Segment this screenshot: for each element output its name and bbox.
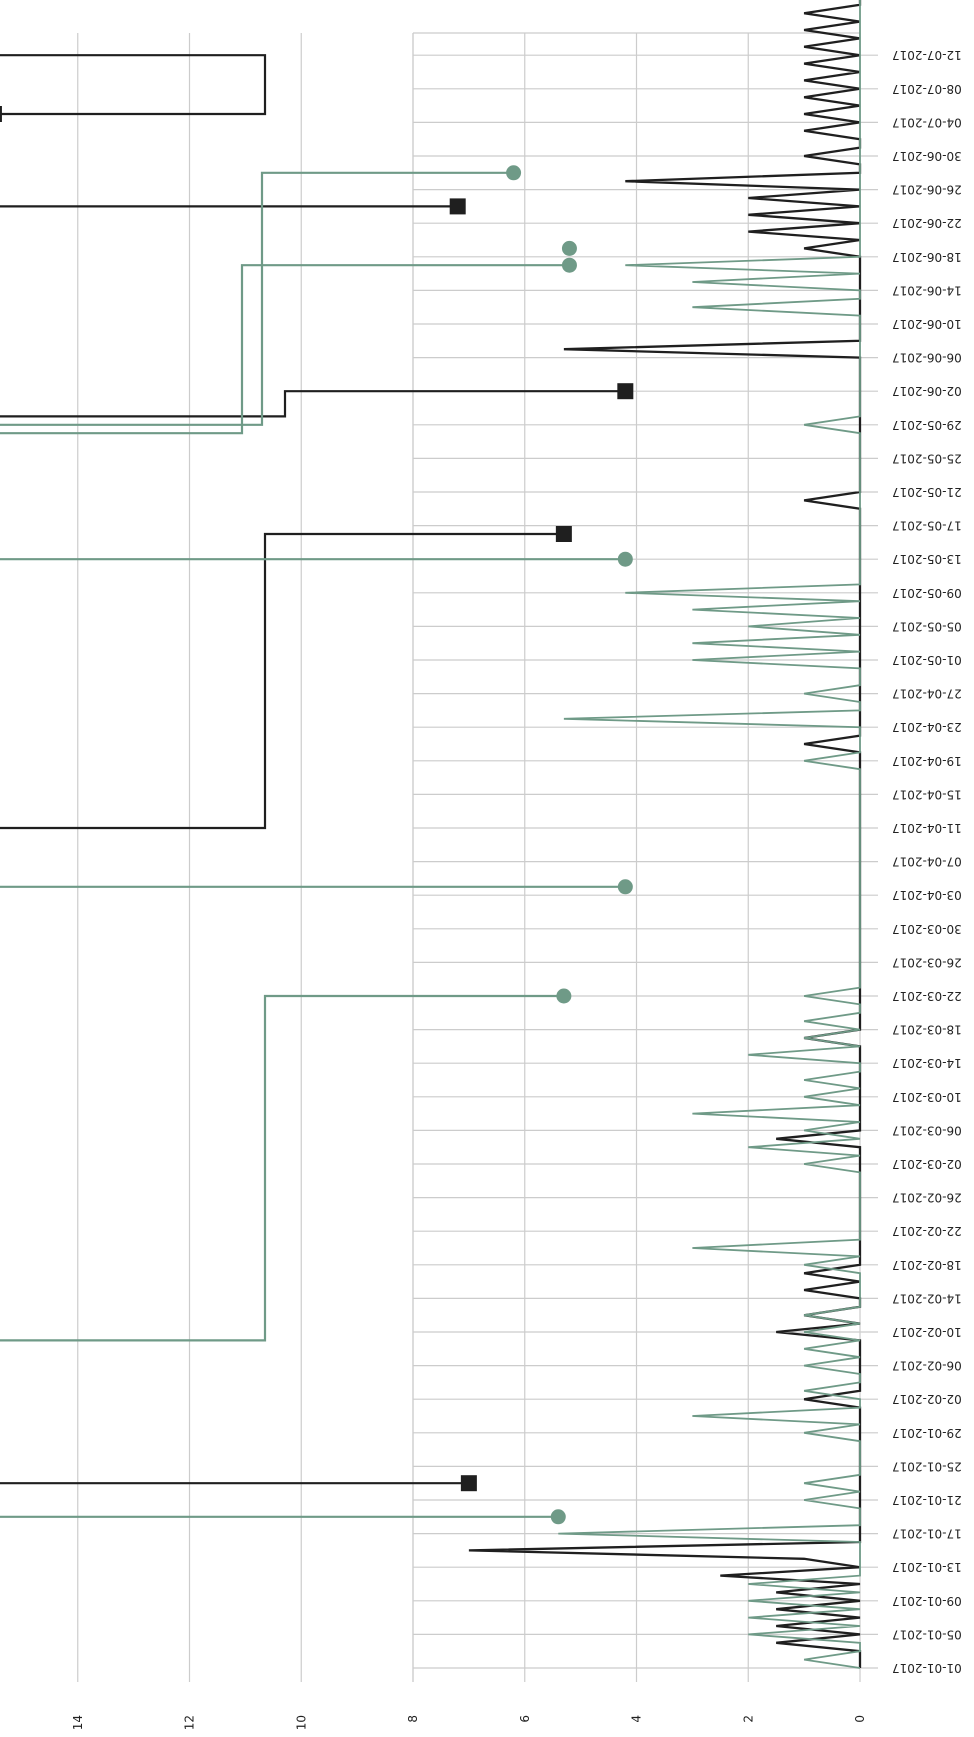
y-tick-label: 15-04-2017 (892, 787, 962, 801)
y-tick-label: 27-04-2017 (892, 687, 962, 701)
x-tick-label: 4 (630, 1715, 644, 1723)
y-tick-label: 26-03-2017 (892, 955, 962, 969)
y-tick-label: 06-02-2017 (892, 1359, 962, 1373)
y-tick-label: 13-05-2017 (892, 552, 962, 566)
y-tick-label: 04-07-2017 (892, 115, 962, 129)
y-tick-label: 02-06-2017 (892, 384, 962, 398)
series-marker-circle (506, 165, 522, 181)
x-axis-ticks: 0246810121416 (71, 1715, 867, 1730)
y-tick-label: 06-03-2017 (892, 1123, 962, 1137)
x-tick-label: 6 (518, 1715, 532, 1723)
y-tick-label: 19-04-2017 (892, 754, 962, 768)
y-tick-label: 17-05-2017 (892, 519, 962, 533)
y-tick-label: 12-07-2017 (892, 48, 962, 62)
y-tick-label: 30-03-2017 (892, 922, 962, 936)
connector-line-green (0, 994, 564, 1342)
series-marker-circle (561, 240, 577, 256)
y-tick-label: 03-04-2017 (892, 888, 962, 902)
y-tick-label: 25-05-2017 (892, 451, 962, 465)
series-marker-square (0, 106, 2, 122)
y-tick-label: 09-05-2017 (892, 586, 962, 600)
series-lines (468, 0, 862, 1669)
y-tick-label: 10-02-2017 (892, 1325, 962, 1339)
y-tick-label: 11-04-2017 (892, 821, 962, 835)
y-tick-label: 09-01-2017 (892, 1594, 962, 1608)
y-tick-label: 17-01-2017 (892, 1527, 962, 1541)
y-tick-label: 10-03-2017 (892, 1090, 962, 1104)
series-marker-circle (550, 1509, 566, 1525)
y-tick-label: 07-04-2017 (892, 855, 962, 869)
connector-line-dark (0, 532, 564, 830)
x-tick-label: 0 (853, 1715, 867, 1723)
connector-line-green (0, 171, 514, 426)
connector-line-dark (0, 390, 626, 418)
y-tick-label: 14-02-2017 (892, 1291, 962, 1305)
series-markers (0, 106, 634, 1525)
series-line-green (558, 0, 861, 1669)
x-tick-label: 10 (294, 1715, 308, 1730)
y-tick-label: 10-06-2017 (892, 317, 962, 331)
y-tick-label: 30-06-2017 (892, 149, 962, 163)
x-tick-label: 2 (741, 1715, 755, 1723)
x-tick-label: 12 (183, 1715, 197, 1730)
y-tick-label: 21-01-2017 (892, 1493, 962, 1507)
y-tick-label: 22-06-2017 (892, 216, 962, 230)
y-tick-label: 18-02-2017 (892, 1258, 962, 1272)
series-marker-circle (617, 551, 633, 567)
series-marker-square (449, 198, 466, 215)
y-tick-label: 01-01-2017 (892, 1661, 962, 1675)
y-tick-label: 26-06-2017 (892, 183, 962, 197)
y-tick-label: 18-06-2017 (892, 250, 962, 264)
y-tick-label: 08-07-2017 (892, 82, 962, 96)
y-tick-label: 02-03-2017 (892, 1157, 962, 1171)
y-tick-label: 26-02-2017 (892, 1191, 962, 1205)
series-marker-circle (561, 257, 577, 273)
connector-line-dark (0, 54, 267, 116)
y-tick-label: 05-05-2017 (892, 619, 962, 633)
y-tick-label: 22-03-2017 (892, 989, 962, 1003)
x-tick-label: 14 (71, 1715, 85, 1730)
connector-line-green (0, 264, 570, 435)
series-marker-circle (617, 879, 633, 895)
y-tick-label: 05-01-2017 (892, 1627, 962, 1641)
y-axis-ticks: 01-01-2017 05-01-2017 09-01-2017 13-01-2017… (892, 48, 962, 1675)
series-marker-square (460, 1475, 477, 1492)
x-tick-label: 8 (406, 1715, 420, 1723)
y-tick-label: 29-01-2017 (892, 1426, 962, 1440)
y-tick-label: 22-02-2017 (892, 1224, 962, 1238)
series-marker-circle (556, 988, 572, 1004)
y-tick-label: 14-03-2017 (892, 1056, 962, 1070)
series-line-dark (468, 0, 862, 1668)
y-tick-label: 25-01-2017 (892, 1459, 962, 1473)
grid (77, 32, 878, 1682)
y-tick-label: 23-04-2017 (892, 720, 962, 734)
y-tick-label: 21-05-2017 (892, 485, 962, 499)
y-tick-label: 02-02-2017 (892, 1392, 962, 1406)
y-tick-label: 06-06-2017 (892, 351, 962, 365)
y-tick-label: 29-05-2017 (892, 418, 962, 432)
series-marker-square (555, 526, 572, 542)
y-tick-label: 14-06-2017 (892, 283, 962, 297)
y-tick-label: 18-03-2017 (892, 1023, 962, 1037)
y-tick-label: 01-05-2017 (892, 653, 962, 667)
series-marker-square (617, 383, 634, 400)
connector-lines (0, 54, 626, 1518)
y-tick-label: 13-01-2017 (892, 1560, 962, 1574)
